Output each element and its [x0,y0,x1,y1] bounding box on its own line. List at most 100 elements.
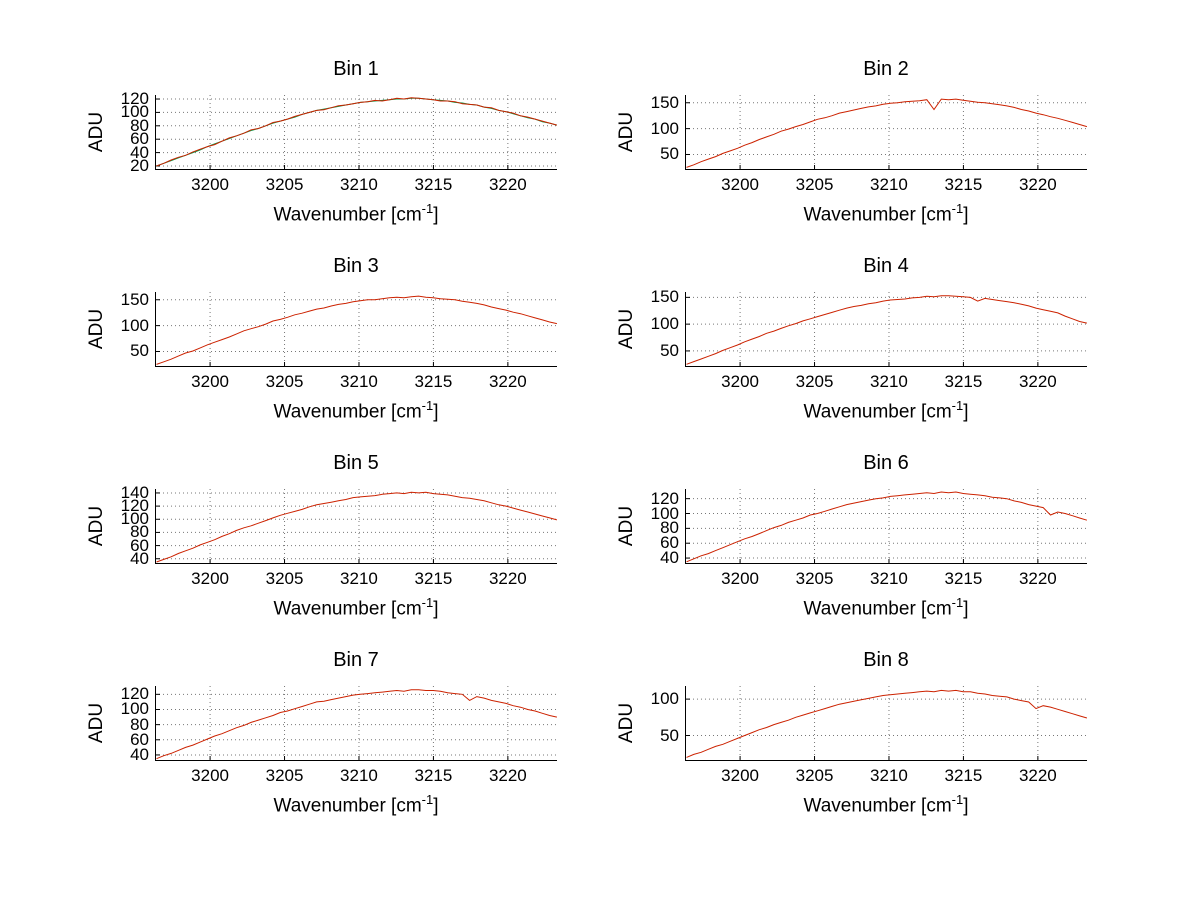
x-axis-label-close: ] [963,401,969,423]
plot-area [685,489,1088,564]
x-axis-label-close: ] [433,401,439,423]
x-axis-label-text: Wavenumber [cm [273,204,422,226]
y-tick-label: 50 [660,725,679,745]
x-tick-label: 3215 [414,766,453,785]
x-axis-label-close: ] [963,598,969,620]
x-tick-label: 3200 [721,372,759,391]
chart-title: Bin 7 [333,649,379,671]
x-axis-label: Wavenumber [cm-1] [216,792,496,817]
x-axis-label-exponent: -1 [421,595,434,610]
x-tick-label: 3205 [265,766,304,785]
x-axis-label-exponent: -1 [951,792,964,807]
plot-area [155,686,558,761]
y-tick-label: 80 [130,522,149,542]
x-tick-label: 3210 [340,766,378,785]
x-tick-label: 3220 [1018,766,1057,785]
chart-title: Bin 3 [333,255,379,277]
x-axis-label: Wavenumber [cm-1] [746,792,1026,817]
x-tick-label: 3220 [488,569,527,588]
x-axis-label-text: Wavenumber [cm [273,401,422,423]
data-line [156,491,558,563]
x-tick-label: 3200 [191,766,229,785]
x-axis-label-exponent: -1 [951,201,964,216]
chart-title: Bin 5 [333,452,379,474]
x-tick-label: 3200 [191,175,229,194]
y-tick-label: 100 [120,509,149,529]
x-axis-label: Wavenumber [cm-1] [216,398,496,423]
y-tick-label: 50 [660,144,679,164]
plot-area [685,95,1088,170]
x-tick-label: 3215 [944,766,983,785]
x-axis-label: Wavenumber [cm-1] [746,201,1026,226]
x-axis-label-text: Wavenumber [cm [273,598,422,620]
y-tick-label: 40 [130,744,149,764]
y-tick-label: 140 [120,482,149,502]
x-tick-label: 3220 [1018,372,1057,391]
x-tick-label: 3205 [265,569,304,588]
x-axis-label-close: ] [433,795,439,817]
y-tick-label: 50 [130,341,149,361]
chart-title: Bin 6 [863,452,909,474]
data-line [156,97,558,167]
y-tick-label: 60 [130,535,149,555]
x-axis-label: Wavenumber [cm-1] [746,595,1026,620]
y-tick-label: 100 [650,689,679,709]
x-tick-label: 3205 [795,766,834,785]
y-tick-label: 150 [120,289,149,309]
x-tick-label: 3205 [265,175,304,194]
y-tick-label: 120 [650,488,679,508]
y-tick-label: 40 [130,142,149,162]
y-tick-label: 100 [120,699,149,719]
x-tick-label: 3205 [265,372,304,391]
x-tick-label: 3220 [488,175,527,194]
x-tick-label: 3205 [795,175,834,194]
x-axis-label-exponent: -1 [421,398,434,413]
y-tick-label: 100 [120,315,149,335]
x-tick-label: 3215 [414,372,453,391]
chart-title: Bin 8 [863,649,909,671]
y-tick-label: 150 [650,287,679,307]
x-tick-label: 3210 [870,766,908,785]
x-axis-label-close: ] [963,795,969,817]
y-tick-label: 40 [660,548,679,568]
data-line [156,689,558,760]
plot-area [155,489,558,564]
x-tick-label: 3220 [1018,175,1057,194]
plot-area [155,95,558,170]
chart-title: Bin 1 [333,58,379,80]
x-tick-label: 3200 [721,175,759,194]
x-tick-label: 3215 [414,175,453,194]
data-line [686,98,1088,168]
x-tick-label: 3205 [795,569,834,588]
data-line [686,689,1088,758]
x-axis-label-text: Wavenumber [cm [803,795,952,817]
x-axis-label-close: ] [433,598,439,620]
x-tick-label: 3210 [870,175,908,194]
y-tick-label: 100 [120,102,149,122]
x-axis-label-exponent: -1 [421,201,434,216]
x-tick-label: 3215 [944,569,983,588]
plot-area [685,292,1088,367]
x-axis-label-exponent: -1 [951,595,964,610]
x-tick-label: 3220 [488,372,527,391]
y-tick-label: 80 [130,714,149,734]
x-tick-label: 3210 [340,372,378,391]
y-tick-label: 100 [650,503,679,523]
y-tick-label: 120 [120,684,149,704]
y-tick-label: 80 [130,115,149,135]
y-tick-label: 20 [130,155,149,175]
x-axis-label-close: ] [433,204,439,226]
x-tick-label: 3200 [191,372,229,391]
chart-title: Bin 4 [863,255,909,277]
y-tick-label: 120 [120,89,149,109]
y-tick-label: 50 [660,340,679,360]
x-axis-label-text: Wavenumber [cm [803,598,952,620]
x-tick-label: 3200 [721,766,759,785]
data-line [156,295,558,365]
y-tick-label: 60 [660,533,679,553]
y-tick-label: 150 [650,92,679,112]
plot-area [685,686,1088,761]
x-axis-label-text: Wavenumber [cm [803,204,952,226]
x-tick-label: 3220 [1018,569,1057,588]
